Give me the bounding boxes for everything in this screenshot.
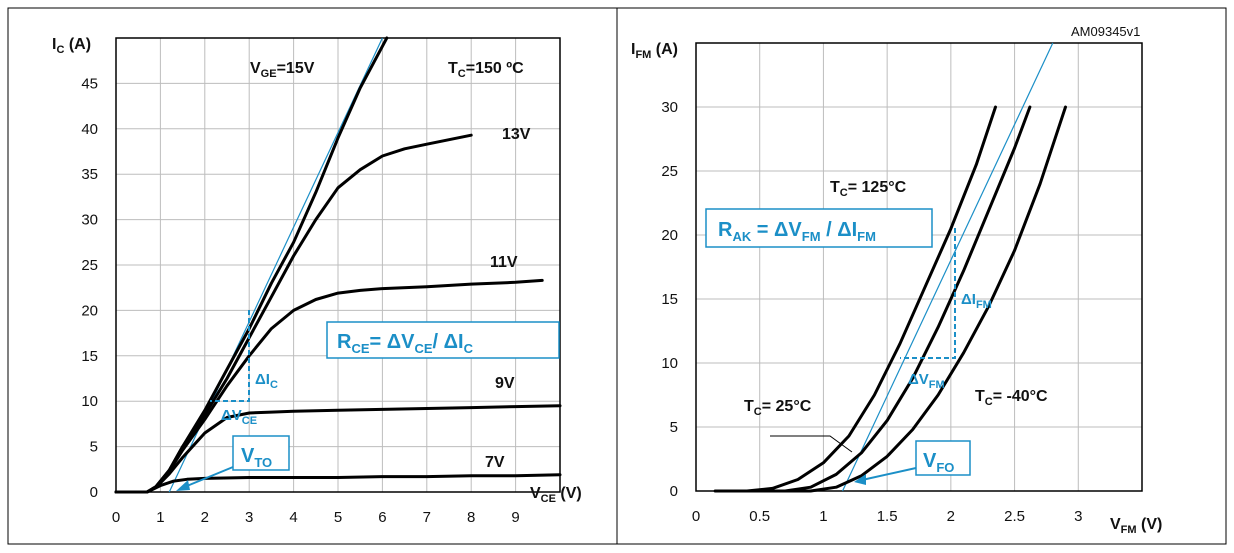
left-vto-box — [232, 435, 290, 471]
left-x-axis-label: VCE (V) — [530, 485, 582, 505]
left-condition-label: TC=150 ºC — [448, 60, 524, 80]
right-25c-leader-line — [770, 435, 853, 453]
y-tick-label: 25 — [661, 163, 678, 180]
right-series-label-minus40c: TC= -40°C — [975, 388, 1048, 408]
right-formula-text: RAK = ΔVFM / ΔIFM — [718, 219, 876, 244]
series-line — [771, 105, 1067, 493]
x-tick-label: 1 — [819, 508, 827, 525]
left-x-ticks: 0 1 2 3 4 5 6 7 8 9 — [112, 509, 520, 526]
x-tick-label: 2.5 — [1004, 508, 1025, 525]
right-formula-box — [705, 208, 933, 248]
right-delta-ifm-label: ΔIFM — [961, 291, 992, 311]
x-tick-label: 7 — [423, 509, 431, 526]
left-vto-arrow — [181, 466, 234, 489]
y-tick-label: 15 — [661, 291, 678, 308]
series-line — [114, 278, 544, 494]
y-tick-label: 0 — [90, 484, 98, 501]
x-tick-label: 8 — [467, 509, 475, 526]
left-formula-text: RCE= ΔVCE/ ΔIC — [337, 331, 474, 356]
x-tick-label: 0 — [692, 508, 700, 525]
y-tick-label: 30 — [81, 212, 98, 229]
left-series-label-9v: 9V — [495, 375, 515, 392]
right-vfo-arrow — [861, 467, 917, 481]
y-tick-label: 10 — [81, 393, 98, 410]
left-delta-marker — [210, 310, 250, 402]
series-line — [114, 404, 562, 494]
y-tick-label: 40 — [81, 121, 98, 138]
y-tick-label: 5 — [90, 439, 98, 456]
series-line — [114, 473, 562, 494]
left-series-label-11v: 11V — [490, 254, 518, 271]
y-tick-label: 35 — [81, 166, 98, 183]
left-series-label-15v: VGE=15V — [250, 60, 315, 80]
x-tick-label: 5 — [334, 509, 342, 526]
y-tick-label: 15 — [81, 348, 98, 365]
right-series-label-25c: TC= 25°C — [744, 398, 812, 418]
x-tick-label: 3 — [1074, 508, 1082, 525]
y-tick-label: 0 — [670, 483, 678, 500]
left-delta-ic-label: ΔIC — [255, 371, 278, 391]
x-tick-label: 1.5 — [877, 508, 898, 525]
right-series-label-125c: TC= 125°C — [830, 179, 907, 199]
right-x-axis-label: VFM (V) — [1110, 516, 1162, 536]
right-delta-vfm-label: ΔVFM — [908, 371, 945, 391]
x-tick-label: 2 — [201, 509, 209, 526]
y-tick-label: 45 — [81, 75, 98, 92]
right-vfo-box — [915, 440, 971, 476]
right-grid — [695, 42, 1143, 492]
left-plot-area — [115, 37, 561, 493]
right-y-ticks: 0 5 10 15 20 25 30 — [661, 99, 678, 500]
left-delta-vce-label: ΔVCE — [221, 407, 257, 427]
x-tick-label: 1 — [156, 509, 164, 526]
x-tick-label: 0 — [112, 509, 120, 526]
document-id: AM09345v1 — [1071, 24, 1140, 39]
left-vto-label: VTO — [241, 445, 272, 470]
right-delta-marker — [900, 228, 956, 359]
x-tick-label: 4 — [289, 509, 297, 526]
y-tick-label: 20 — [661, 227, 678, 244]
left-series-label-7v: 7V — [485, 454, 505, 471]
y-tick-label: 30 — [661, 99, 678, 116]
left-y-ticks: 0 5 10 15 20 25 30 35 40 45 — [81, 75, 98, 501]
left-series-label-13v: 13V — [502, 126, 531, 143]
right-y-axis-label: IFM (A) — [631, 41, 678, 61]
y-tick-label: 10 — [661, 355, 678, 372]
left-formula-box — [326, 321, 560, 359]
chart-right: AM09345v1 0 5 10 15 20 25 30 0 0.5 1 1.5 2 2.5 3 IFM… — [631, 24, 1162, 536]
y-tick-label: 5 — [670, 419, 678, 436]
right-x-ticks: 0 0.5 1 1.5 2 2.5 3 — [692, 508, 1083, 525]
left-y-axis-label: IC (A) — [52, 36, 91, 56]
right-vfo-label: VFO — [923, 450, 954, 475]
x-tick-label: 3 — [245, 509, 253, 526]
left-vto-arrowhead — [176, 480, 190, 491]
x-tick-label: 6 — [378, 509, 386, 526]
right-series — [713, 42, 1067, 493]
y-tick-label: 25 — [81, 257, 98, 274]
x-tick-label: 9 — [511, 509, 519, 526]
y-tick-label: 20 — [81, 302, 98, 319]
series-line — [713, 105, 997, 493]
tangent-line — [841, 42, 1054, 492]
series-line — [745, 105, 1032, 493]
left-series — [114, 36, 562, 494]
right-vfo-arrowhead — [854, 474, 866, 485]
right-plot-area — [695, 42, 1143, 492]
x-tick-label: 0.5 — [749, 508, 770, 525]
x-tick-label: 2 — [947, 508, 955, 525]
